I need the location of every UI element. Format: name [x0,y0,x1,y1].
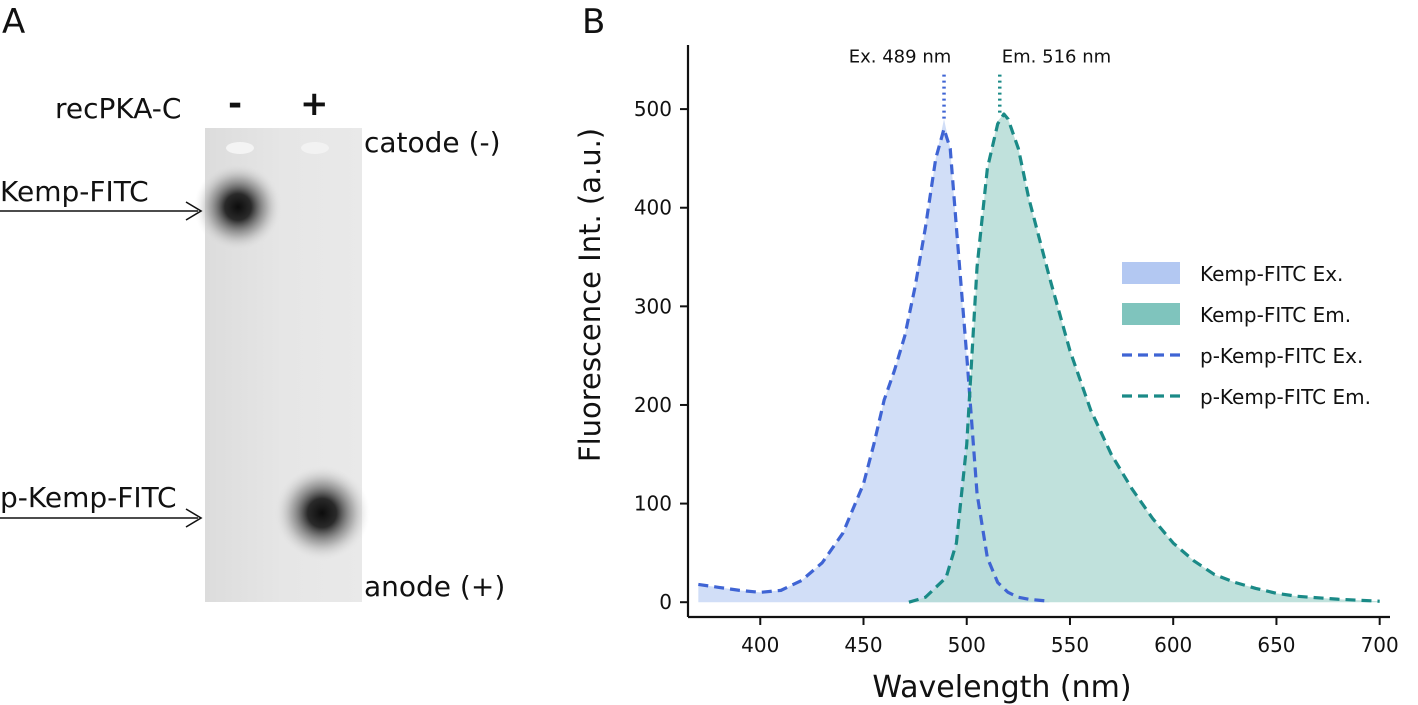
kemp-fitc-label: Kemp-FITC [0,175,149,208]
lane-plus-label: + [300,84,329,124]
legend-label: Kemp-FITC Ex. [1200,262,1343,286]
arrow-pkemp-head [185,508,203,528]
legend-label: Kemp-FITC Em. [1200,303,1351,327]
x-tick-label: 500 [948,633,986,657]
x-tick-label: 700 [1361,633,1399,657]
fluorescence-chart: 400 450 500 550 600 650 700 0 100 200 300 400 500 Ex… [573,45,1399,705]
x-tick-label: 650 [1257,633,1295,657]
well-minus [226,142,254,154]
y-tick-label: 300 [634,294,672,318]
arrow-kemp-head [185,201,203,221]
x-tick-label: 550 [1051,633,1089,657]
peak-annotation: Em. 516 nm [1002,47,1111,68]
line-p-kemp-fitc-ex- [698,127,1050,603]
x-tick-label: 450 [844,633,882,657]
legend-label: p-Kemp-FITC Em. [1200,385,1371,409]
gel-image [0,128,370,602]
y-tick-label: 100 [634,492,672,516]
gel-panel: A recPKA-C - + Kemp-FITC p-Kemp-FIT [0,0,560,705]
legend-label: p-Kemp-FITC Ex. [1200,344,1363,368]
p-kemp-fitc-label: p-Kemp-FITC [0,481,177,514]
area-kemp-fitc-ex- [698,118,1050,603]
y-tick-label: 400 [634,196,672,220]
y-tick-label: 0 [659,590,672,614]
annotations: Ex. 489 nm Em. 516 nm [849,47,1111,119]
line-p-kemp-fitc-em- [908,112,1380,604]
legend: Kemp-FITC Ex. Kemp-FITC Em. p-Kemp-FITC Ex… [1122,262,1371,409]
catode-label: catode (-) [364,126,501,159]
panel-letter-a: A [2,2,26,42]
panel-letter-b: B [582,2,606,42]
spot-kemp-fitc [194,163,282,251]
recpka-label: recPKA-C [55,92,182,125]
well-plus [301,142,329,154]
lane-minus-label: - [228,84,243,124]
x-tick-label: 400 [741,633,779,657]
y-tick-label: 500 [634,97,672,121]
axes: 400 450 500 550 600 650 700 0 100 200 300 400 500 [634,45,1399,657]
legend-swatch [1122,262,1180,284]
y-axis-label: Fluorescence Int. (a.u.) [573,128,607,462]
legend-swatch [1122,303,1180,325]
anode-label: anode (+) [364,570,506,603]
x-tick-label: 600 [1154,633,1192,657]
y-tick-label: 200 [634,393,672,417]
spot-p-kemp-fitc [274,465,370,561]
peak-annotation: Ex. 489 nm [849,47,952,68]
area-kemp-fitc-em- [908,114,1380,603]
plot-area [698,112,1380,604]
x-axis-label: Wavelength (nm) [872,670,1131,705]
